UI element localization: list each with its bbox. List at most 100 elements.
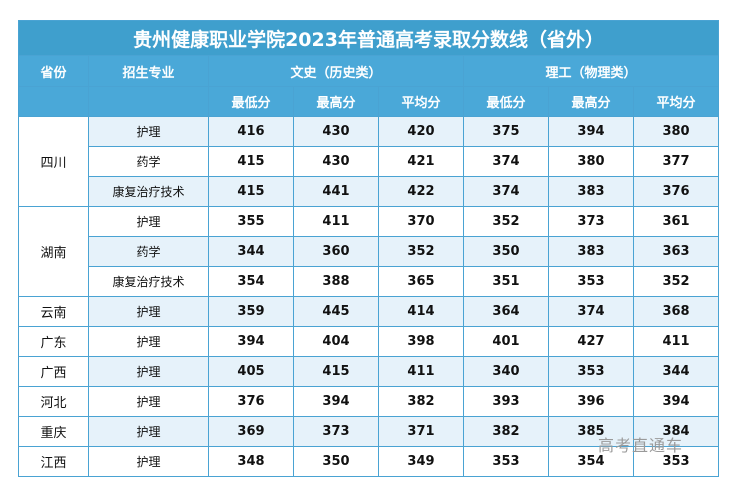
major-cell: 康复治疗技术 [88,266,209,297]
province-header: 省份 [18,55,89,87]
table-row: 重庆 护理 369 373 371 382 385 384 [18,416,720,447]
score-cell-w-max: 360 [293,236,379,267]
watermark: 高考直通车 [598,436,684,455]
major-cell: 护理 [88,296,209,327]
major-cell: 护理 [88,116,209,147]
score-table: 贵州健康职业学院2023年普通高考录取分数线（省外） 省份 招生专业 文史（历史… [17,20,720,477]
score-cell-w-min: 354 [208,266,294,297]
score-cell-l-max: 353 [548,356,634,387]
score-cell-w-min: 369 [208,416,294,447]
score-cell-l-avg: 384 [632,416,720,447]
score-cell-l-min: 382 [463,416,549,447]
major-cell: 护理 [88,386,209,417]
score-cell-l-avg: 352 [632,266,720,297]
major-cell: 药学 [88,236,209,267]
score-cell-l-avg: 344 [632,356,720,387]
score-cell-w-max: 441 [293,176,379,207]
score-cell-w-min: 376 [208,386,294,417]
table-row: 广东 护理 394 404 398 401 427 411 [18,326,720,357]
table-row: 河北 护理 376 394 382 393 396 394 [18,386,720,417]
score-cell-w-avg: 382 [378,386,464,417]
score-cell-l-max: 394 [548,116,634,147]
score-cell-w-min: 344 [208,236,294,267]
score-cell-l-min: 351 [463,266,549,297]
major-cell: 护理 [88,416,209,447]
province-cell: 重庆 [18,416,89,447]
score-cell-l-avg: 376 [632,176,720,207]
province-cell: 四川 [18,116,89,207]
wenshi-max-header: 最高分 [293,86,379,117]
table-body: 四川 护理 416 430 420 375 394 380 药学 415 430 421 374 380 3… [18,116,720,477]
score-cell-w-min: 394 [208,326,294,357]
score-cell-w-max: 415 [293,356,379,387]
score-cell-w-max: 394 [293,386,379,417]
score-cell-l-max: 383 [548,236,634,267]
score-cell-w-avg: 421 [378,146,464,177]
province-cell: 云南 [18,296,89,327]
score-cell-w-min: 415 [208,176,294,207]
score-cell-w-max: 411 [293,206,379,237]
table-row: 康复治疗技术 354 388 365 351 353 352 [19,266,720,297]
score-cell-w-min: 416 [208,116,294,147]
score-cell-l-avg: 411 [632,326,720,357]
ligong-header: 理工（物理类） [462,55,720,87]
major-cell: 护理 [88,356,209,387]
score-cell-l-min: 353 [463,446,549,477]
score-cell-l-min: 352 [463,206,549,237]
score-cell-w-avg: 414 [378,296,464,327]
score-cell-l-max: 383 [548,176,634,207]
province-cell: 广西 [18,356,89,387]
table-row: 康复治疗技术 415 441 422 374 383 376 [19,176,720,207]
blank-header-cell [88,86,209,117]
score-cell-w-min: 355 [208,206,294,237]
score-cell-l-max: 385 [548,416,634,447]
major-cell: 康复治疗技术 [88,176,209,207]
score-cell-w-avg: 422 [378,176,464,207]
province-cell: 广东 [18,326,89,357]
score-cell-l-avg: 353 [632,446,720,477]
wenshi-avg-header: 平均分 [378,86,464,117]
ligong-min-header: 最低分 [463,86,549,117]
score-cell-l-max: 380 [548,146,634,177]
score-cell-w-avg: 365 [378,266,464,297]
ligong-max-header: 最高分 [548,86,634,117]
score-cell-w-min: 359 [208,296,294,327]
score-cell-l-min: 364 [463,296,549,327]
wenshi-header: 文史（历史类） [208,55,464,87]
score-cell-w-max: 430 [293,146,379,177]
score-cell-l-min: 393 [463,386,549,417]
score-cell-l-min: 375 [463,116,549,147]
province-cell: 湖南 [18,206,89,297]
table-row: 四川 护理 416 430 420 375 394 380 [18,116,720,207]
major-cell: 护理 [88,446,209,477]
score-cell-l-avg: 394 [632,386,720,417]
score-cell-l-max: 354 [548,446,634,477]
score-cell-l-avg: 361 [632,206,720,237]
score-cell-w-avg: 349 [378,446,464,477]
score-cell-l-max: 373 [548,206,634,237]
table-row: 药学 344 360 352 350 383 363 [19,236,720,267]
table-row: 广西 护理 405 415 411 340 353 344 [18,356,720,387]
score-cell-w-max: 373 [293,416,379,447]
score-cell-w-min: 405 [208,356,294,387]
province-cell: 河北 [18,386,89,417]
table-row: 江西 护理 348 350 349 353 354 353 [18,446,720,477]
table-row: 湖南 护理 355 411 370 352 373 361 [18,206,720,297]
score-cell-l-min: 374 [463,176,549,207]
score-cell-w-max: 388 [293,266,379,297]
wenshi-min-header: 最低分 [208,86,294,117]
blank-header-cell [18,86,89,117]
score-cell-l-min: 340 [463,356,549,387]
major-cell: 护理 [88,326,209,357]
score-cell-w-max: 430 [293,116,379,147]
score-cell-l-max: 374 [548,296,634,327]
major-cell: 护理 [88,206,209,237]
score-cell-l-avg: 363 [632,236,720,267]
score-cell-w-min: 415 [208,146,294,177]
major-header: 招生专业 [88,55,209,87]
score-cell-w-min: 348 [208,446,294,477]
score-cell-l-max: 396 [548,386,634,417]
score-cell-w-avg: 371 [378,416,464,447]
province-cell: 江西 [18,446,89,477]
score-cell-w-avg: 411 [378,356,464,387]
